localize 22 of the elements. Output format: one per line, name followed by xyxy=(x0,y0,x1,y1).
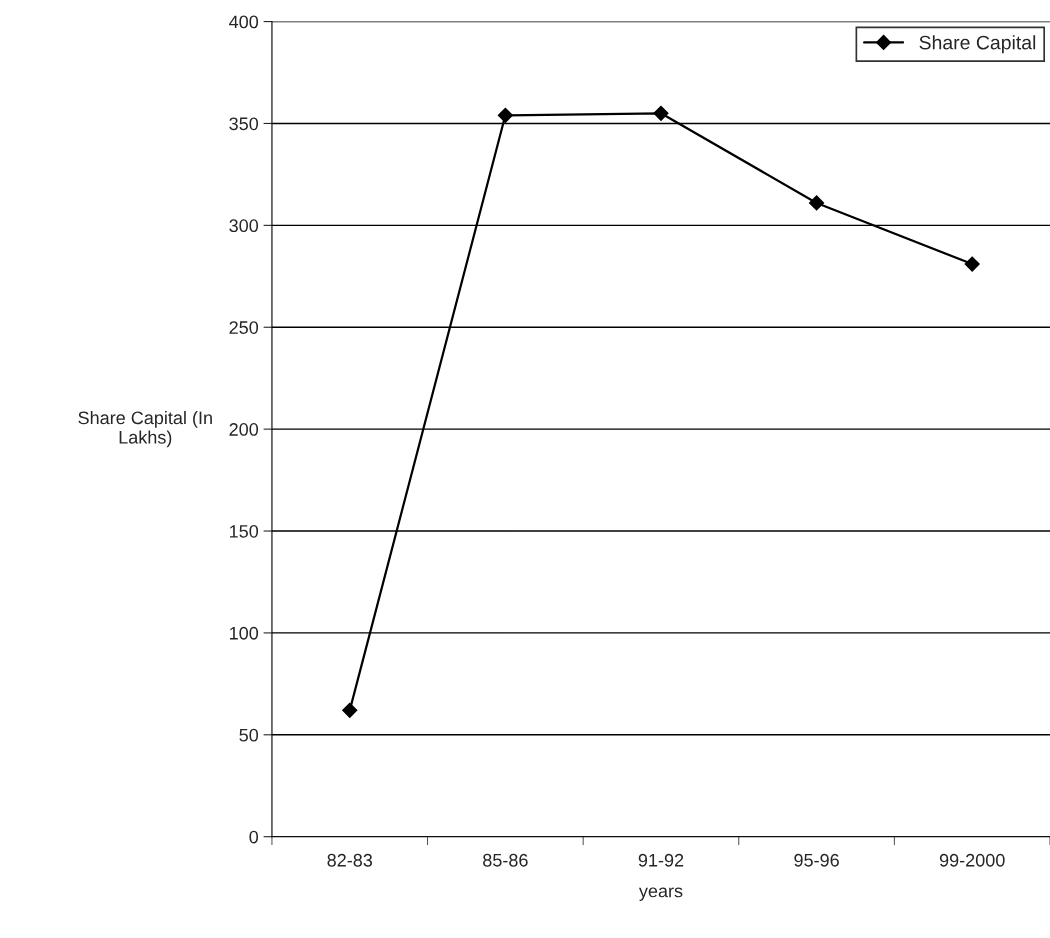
y-tick-label: 200 xyxy=(229,423,259,436)
y-tick-label: 50 xyxy=(239,728,259,742)
point xyxy=(342,702,358,718)
point xyxy=(809,195,825,211)
x-tick-label: 85-86 xyxy=(483,853,528,867)
y-tick-label: 400 xyxy=(229,15,259,29)
x-axis-title: years xyxy=(638,887,683,901)
y-tick-label: 350 xyxy=(229,117,259,131)
legend-label: Share Capital xyxy=(919,35,1036,54)
y-tick-label: 100 xyxy=(230,626,259,640)
x-tick-label: 91-92 xyxy=(638,853,684,867)
point xyxy=(964,256,980,272)
point xyxy=(497,107,513,123)
x-tick-label: 82-83 xyxy=(327,853,373,867)
y-axis-title: Share Capital (In Lakhs) xyxy=(78,411,212,448)
y-tick-label: 0 xyxy=(249,830,259,844)
x-tick-label: 99-2000 xyxy=(939,853,1005,867)
y-tick-label: 150 xyxy=(230,524,259,538)
y-tick-label: 250 xyxy=(229,321,259,334)
point xyxy=(653,105,669,121)
x-tick-label: 95-96 xyxy=(794,853,839,867)
y-tick-label: 300 xyxy=(229,219,259,233)
